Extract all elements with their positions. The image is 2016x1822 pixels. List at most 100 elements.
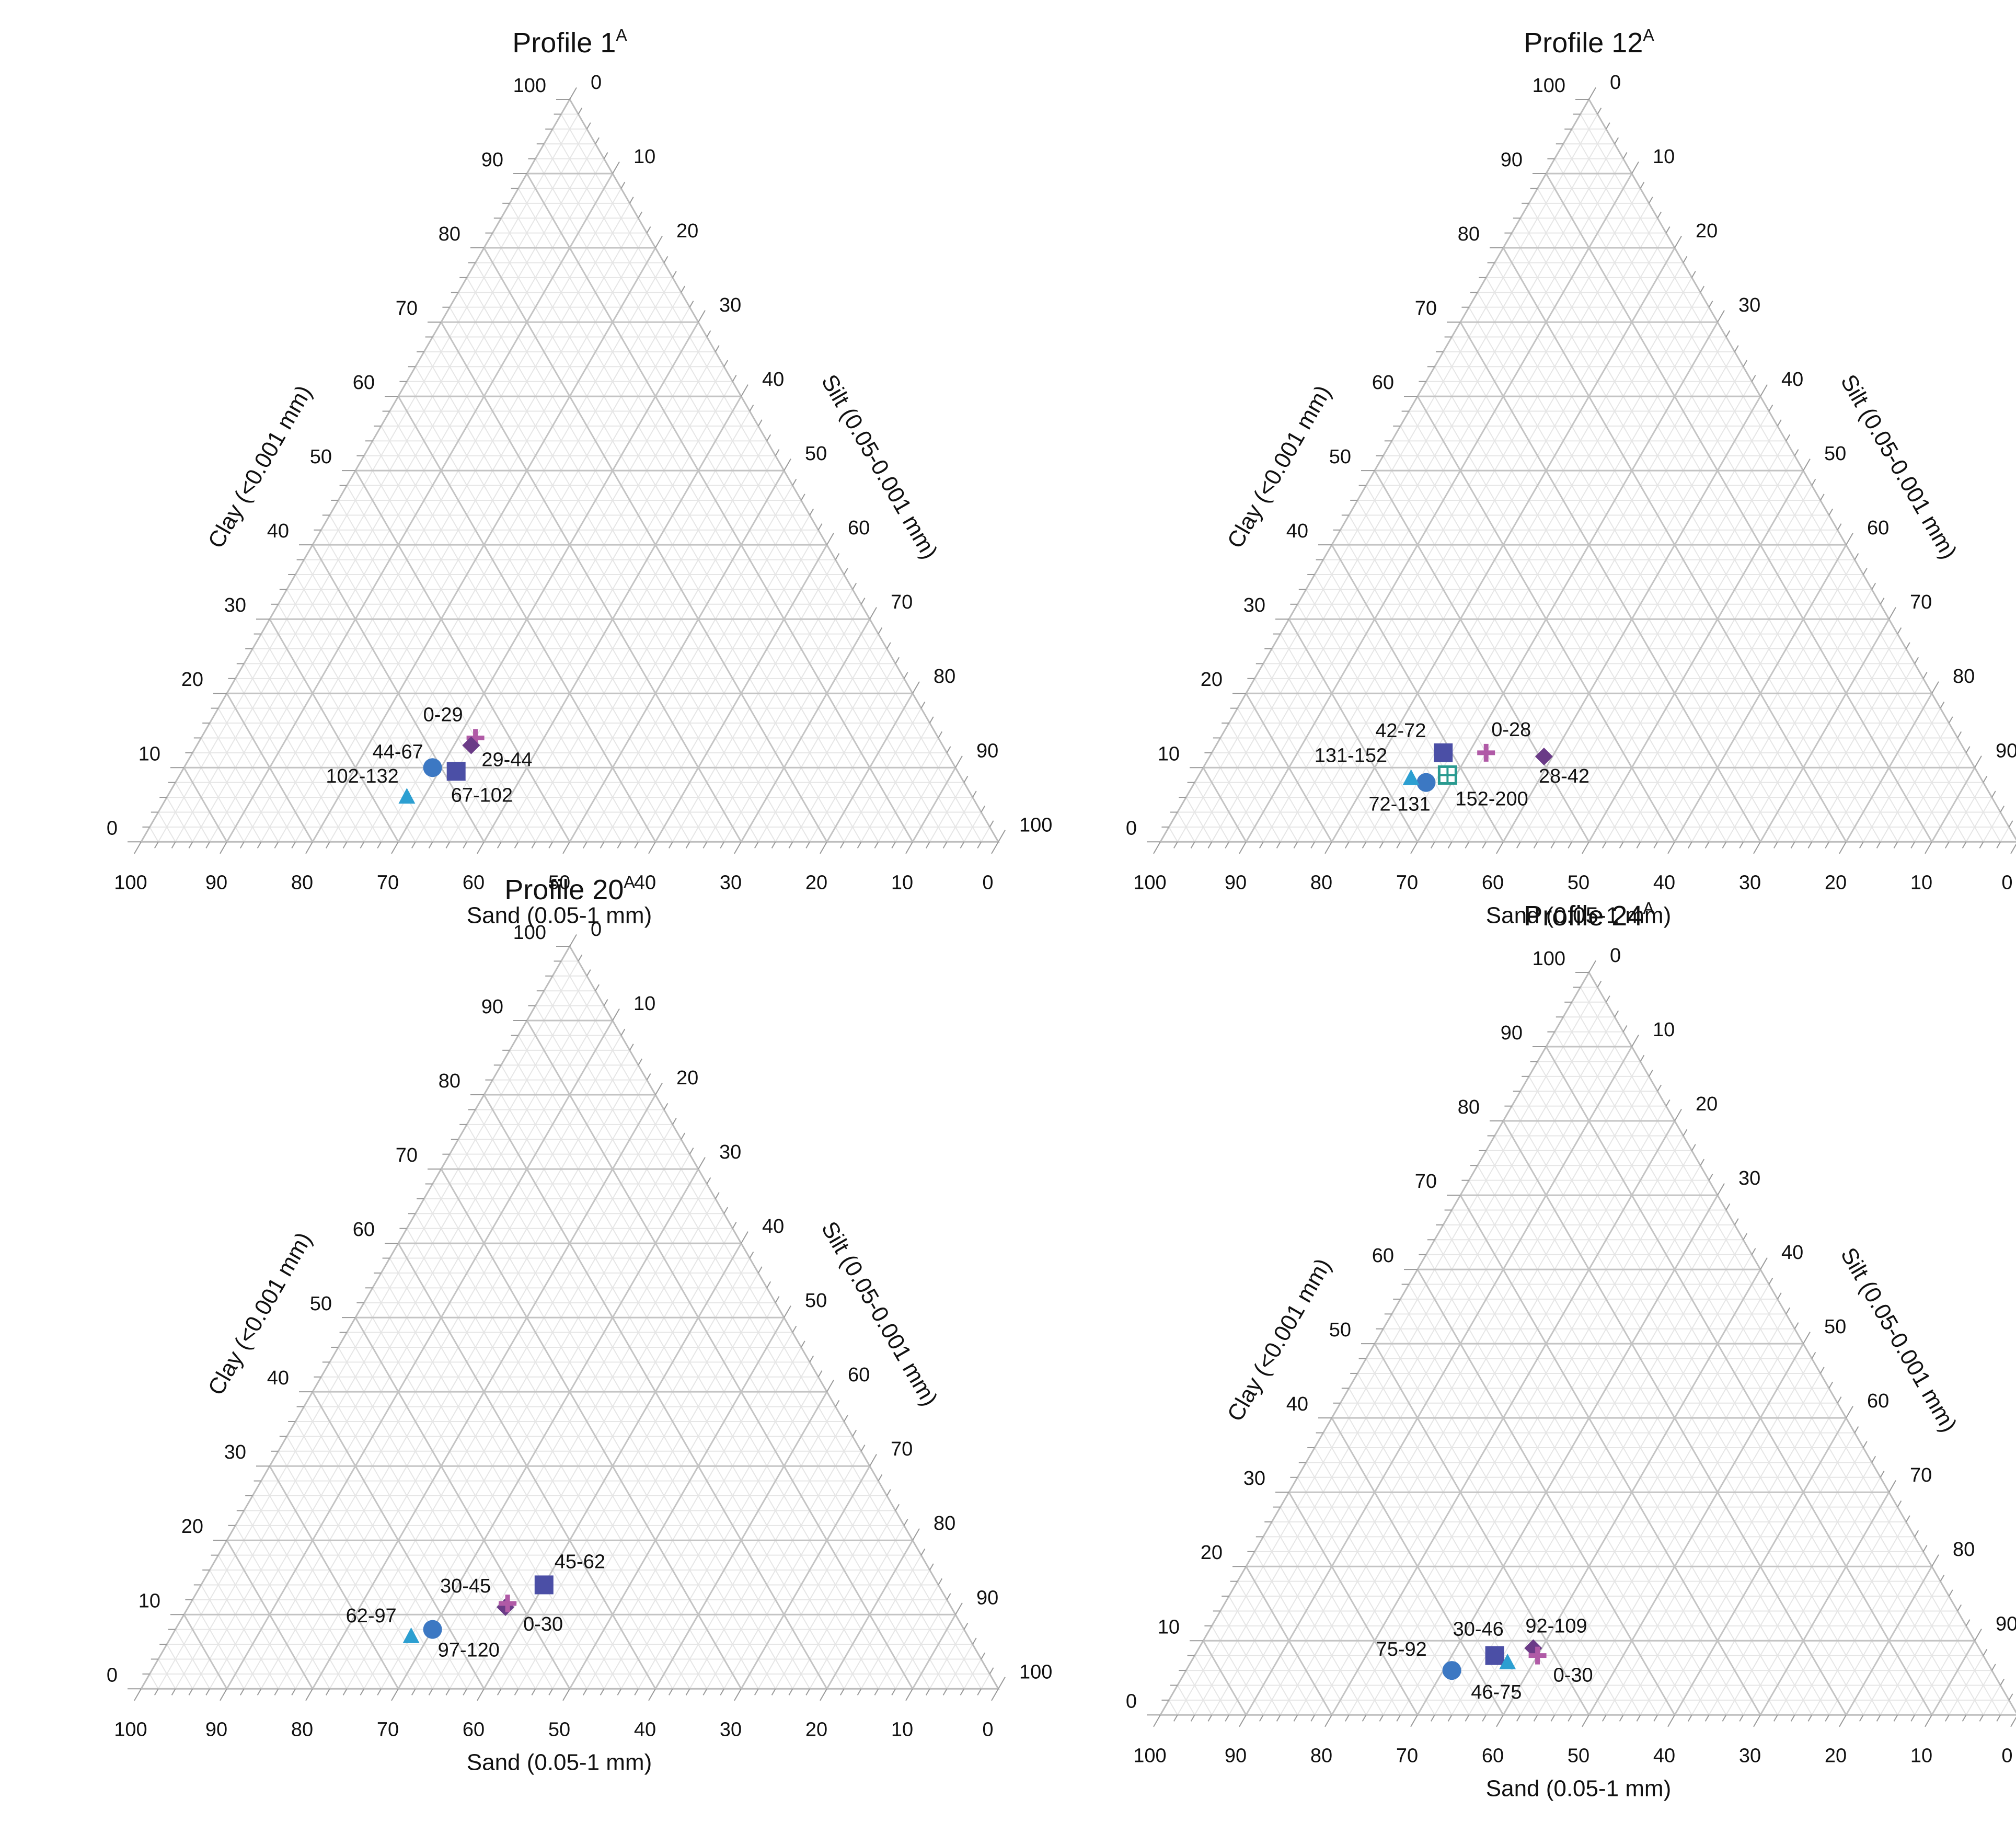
sand-tick-label: 10 <box>891 1718 913 1740</box>
clay-tick-label: 70 <box>396 297 418 319</box>
sand-tick-label: 100 <box>1133 1745 1166 1767</box>
silt-tick-label: 80 <box>934 666 955 687</box>
silt-tick-label: 30 <box>719 1141 741 1163</box>
minor-gridlines <box>1168 987 2010 1715</box>
marker-diamond <box>1535 747 1553 765</box>
clay-tick-label: 90 <box>1501 1022 1523 1044</box>
sand-tick-label: 100 <box>114 872 147 893</box>
clay-tick-label: 100 <box>1533 948 1565 970</box>
clay-tick-label: 10 <box>1158 743 1180 765</box>
sand-axis-title: Sand (0.05-1 mm) <box>1486 902 1671 928</box>
marker-circle <box>1442 1661 1461 1680</box>
silt-tick-label: 80 <box>1953 666 1975 687</box>
silt-tick-label: 50 <box>805 1290 827 1312</box>
sand-tick-label: 80 <box>1310 872 1332 893</box>
data-point-28-42: 28-42 <box>1535 747 1589 787</box>
clay-tick-label: 50 <box>310 1293 332 1315</box>
clay-tick-label: 100 <box>513 75 546 97</box>
sand-tick-label: 70 <box>377 1718 399 1740</box>
clay-tick-label: 60 <box>353 1219 375 1241</box>
sand-tick-label: 90 <box>205 1718 227 1740</box>
marker-triangle <box>1499 1653 1516 1669</box>
sand-tick-label: 70 <box>377 872 399 893</box>
silt-tick-label: 70 <box>891 591 913 613</box>
silt-tick-label: 0 <box>591 72 602 94</box>
data-point-42-72: 42-72 <box>1375 720 1453 762</box>
marker-diamond <box>462 736 480 754</box>
marker-square <box>1434 743 1453 762</box>
clay-tick-label: 90 <box>481 996 503 1018</box>
title-superscript: A <box>616 26 627 44</box>
sand-tick-label: 50 <box>1568 872 1589 893</box>
sand-tick-label: 30 <box>1739 872 1761 893</box>
clay-tick-label: 60 <box>1372 372 1394 394</box>
sand-tick-label: 60 <box>1482 1745 1504 1767</box>
sand-axis-title: Sand (0.05-1 mm) <box>467 902 652 928</box>
clay-tick-label: 40 <box>267 520 289 542</box>
clay-tick-label: 70 <box>396 1144 418 1166</box>
silt-tick-label: 60 <box>848 517 870 539</box>
silt-tick-label: 10 <box>1653 1019 1675 1041</box>
silt-tick-label: 70 <box>891 1438 913 1460</box>
point-label: 46-75 <box>1471 1681 1522 1703</box>
sand-tick-label: 20 <box>1825 872 1847 893</box>
data-point-30-45: 30-45 <box>440 1575 514 1617</box>
silt-axis-title: Silt (0.05-0.001 mm) <box>1836 1243 1962 1437</box>
sand-tick-label: 80 <box>291 872 313 893</box>
clay-tick-label: 30 <box>224 594 246 616</box>
clay-tick-label: 10 <box>1158 1616 1180 1638</box>
data-point-152-200: 152-200 <box>1437 765 1528 810</box>
sand-tick-label: 80 <box>291 1718 313 1740</box>
silt-tick-label: 40 <box>1781 1242 1803 1264</box>
point-label: 0-30 <box>523 1613 563 1635</box>
silt-tick-label: 30 <box>1738 1167 1760 1189</box>
sand-tick-label: 50 <box>548 872 570 893</box>
sand-tick-label: 30 <box>720 1718 742 1740</box>
point-label: 0-29 <box>423 704 463 726</box>
sand-tick-label: 40 <box>1653 1745 1675 1767</box>
ternary-svg: 0 0 0 10 10 10 20 20 20 30 30 30 40 40 40 50 50 50 60 60 60 7… <box>107 26 1053 928</box>
marker-plus <box>499 1594 517 1612</box>
title-superscript: A <box>1643 899 1654 918</box>
sand-tick-label: 100 <box>1133 872 1166 893</box>
silt-tick-label: 90 <box>1996 740 2016 762</box>
sand-tick-label: 10 <box>1910 872 1932 893</box>
clay-tick-label: 0 <box>107 1664 118 1686</box>
clay-axis-title: Clay (<0.001 mm) <box>203 381 317 553</box>
sand-tick-label: 20 <box>805 872 827 893</box>
sand-tick-label: 60 <box>1482 872 1504 893</box>
profile-12-panel: 0 0 0 10 10 10 20 20 20 30 30 30 40 40 40 50 50 50 60 60 60 7… <box>1087 16 2016 946</box>
clay-tick-label: 30 <box>1243 594 1265 616</box>
sand-tick-label: 50 <box>548 1718 570 1740</box>
silt-tick-label: 20 <box>676 1067 698 1089</box>
sand-tick-label: 60 <box>463 1718 485 1740</box>
major-gridlines <box>1202 173 1976 843</box>
silt-tick-label: 50 <box>805 443 827 465</box>
major-gridlines <box>183 1019 957 1690</box>
silt-axis-title: Silt (0.05-0.001 mm) <box>1836 370 1962 564</box>
sand-tick-label: 10 <box>891 872 913 893</box>
data-point-45-62: 45-62 <box>534 1551 605 1595</box>
clay-tick-label: 20 <box>181 669 203 691</box>
silt-tick-label: 40 <box>1781 369 1803 391</box>
clay-tick-label: 20 <box>1201 669 1223 691</box>
ternary-svg: 0 0 0 10 10 10 20 20 20 30 30 30 40 40 40 50 50 50 60 60 60 7… <box>107 873 1053 1775</box>
point-label: 45-62 <box>555 1551 605 1573</box>
clay-tick-label: 50 <box>1329 446 1351 468</box>
point-label: 30-45 <box>440 1575 491 1597</box>
data-point-46-75: 46-75 <box>1471 1653 1522 1703</box>
ternary-svg: 0 0 0 10 10 10 20 20 20 30 30 30 40 40 40 50 50 50 60 60 60 7… <box>1126 26 2016 928</box>
sand-tick-label: 20 <box>805 1718 827 1740</box>
point-label: 42-72 <box>1375 720 1426 742</box>
clay-tick-label: 90 <box>1501 149 1523 171</box>
point-label: 28-42 <box>1539 765 1589 787</box>
clay-axis-title: Clay (<0.001 mm) <box>1223 381 1337 553</box>
minor-gridlines <box>149 960 990 1689</box>
silt-tick-label: 70 <box>1910 1464 1932 1486</box>
tick-marks <box>128 87 1006 854</box>
point-label: 72-131 <box>1368 794 1430 816</box>
clay-tick-label: 0 <box>107 817 118 839</box>
silt-axis-title: Silt (0.05-0.001 mm) <box>816 1217 943 1411</box>
profile-20-panel: 0 0 0 10 10 10 20 20 20 30 30 30 40 40 40 50 50 50 60 60 60 7… <box>68 863 1077 1793</box>
chart-title: Profile 24A <box>1524 899 1654 932</box>
